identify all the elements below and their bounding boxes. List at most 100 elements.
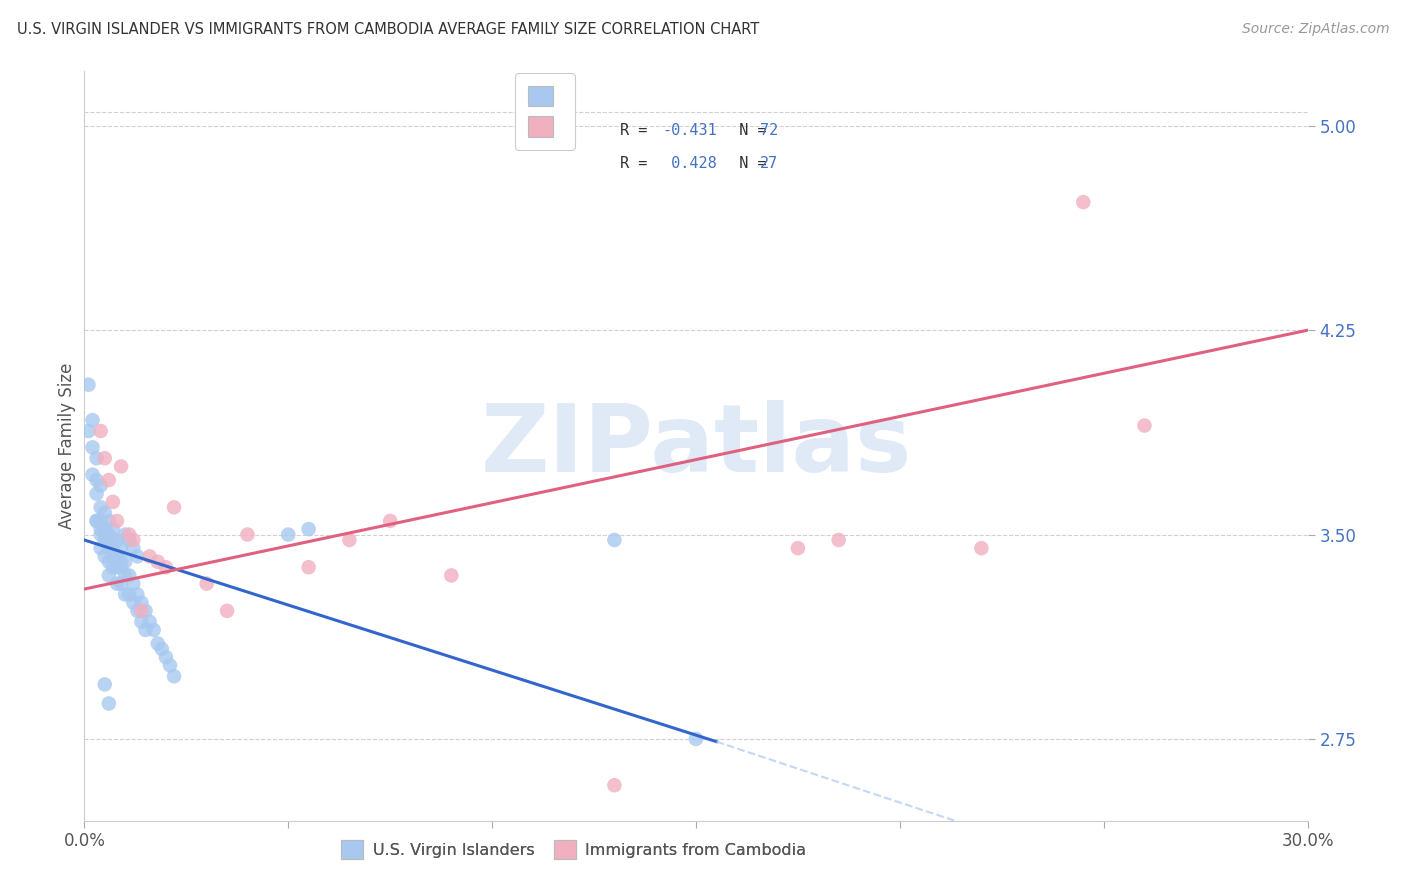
Point (110, 541, 132, 556)
Point (118, 568, 141, 582)
Point (163, 500, 186, 515)
Point (82, 467, 104, 482)
Point (118, 587, 141, 601)
Point (101, 560, 124, 574)
Point (787, 541, 810, 556)
Point (195, 576, 218, 591)
Point (122, 576, 145, 591)
Text: N =: N = (721, 123, 776, 138)
Point (122, 541, 145, 556)
Point (110, 459, 132, 474)
Point (101, 495, 124, 509)
Text: U.S. VIRGIN ISLANDER VS IMMIGRANTS FROM CAMBODIA AVERAGE FAMILY SIZE CORRELATION: U.S. VIRGIN ISLANDER VS IMMIGRANTS FROM … (17, 22, 759, 37)
Point (86, 486, 108, 500)
Point (101, 533, 124, 547)
Point (440, 568, 463, 582)
Point (105, 576, 128, 591)
Point (90, 522, 112, 536)
Point (97, 697, 120, 711)
Point (131, 596, 153, 610)
Point (90, 424, 112, 438)
Point (101, 549, 124, 564)
Point (105, 549, 128, 564)
Point (97, 541, 120, 556)
Point (131, 604, 153, 618)
Point (131, 615, 153, 629)
Point (138, 549, 160, 564)
Point (127, 604, 149, 618)
Text: ZIPatlas: ZIPatlas (481, 400, 911, 492)
Point (90, 478, 112, 492)
Text: 0.428: 0.428 (662, 155, 717, 170)
Point (86, 514, 108, 528)
Point (105, 560, 128, 574)
Point (114, 587, 136, 601)
Point (93, 549, 115, 564)
Point (135, 623, 157, 637)
Point (114, 568, 136, 582)
Point (142, 623, 165, 637)
Point (90, 527, 112, 541)
Text: -0.431: -0.431 (662, 123, 717, 138)
Point (127, 549, 149, 564)
Point (150, 642, 173, 657)
Point (93, 522, 115, 536)
Text: R =: R = (620, 123, 657, 138)
Point (110, 560, 132, 574)
Point (685, 731, 707, 746)
Point (97, 527, 120, 541)
Text: N =: N = (721, 155, 776, 170)
Point (127, 587, 149, 601)
Point (236, 527, 259, 541)
Text: 27: 27 (761, 155, 779, 170)
Point (155, 560, 177, 574)
Point (105, 514, 128, 528)
Point (86, 514, 108, 528)
Point (146, 636, 169, 650)
Point (603, 778, 626, 792)
Point (118, 527, 141, 541)
Point (97, 555, 120, 569)
Point (86, 451, 108, 466)
Point (82, 441, 104, 455)
Y-axis label: Average Family Size: Average Family Size (58, 363, 76, 529)
Point (298, 560, 321, 574)
Point (97, 533, 120, 547)
Point (86, 473, 108, 487)
Point (93, 527, 115, 541)
Point (122, 533, 145, 547)
Point (110, 576, 132, 591)
Point (97, 568, 120, 582)
Point (828, 533, 851, 547)
Point (105, 533, 128, 547)
Point (1133, 418, 1156, 433)
Point (93, 677, 115, 691)
Point (159, 658, 181, 673)
Point (277, 527, 299, 541)
Point (97, 473, 120, 487)
Point (1073, 195, 1095, 210)
Point (217, 604, 239, 618)
Text: 72: 72 (761, 123, 779, 138)
Point (114, 527, 136, 541)
Point (90, 500, 112, 515)
Point (155, 650, 177, 665)
Point (101, 522, 124, 536)
Point (114, 555, 136, 569)
Point (82, 413, 104, 427)
Point (77, 424, 100, 438)
Point (339, 533, 361, 547)
Point (118, 533, 141, 547)
Point (90, 541, 112, 556)
Point (970, 541, 993, 556)
Point (122, 596, 145, 610)
Point (97, 514, 120, 528)
Text: R =: R = (620, 155, 657, 170)
Point (77, 377, 100, 392)
Point (298, 522, 321, 536)
Point (105, 549, 128, 564)
Point (93, 451, 115, 466)
Text: Source: ZipAtlas.com: Source: ZipAtlas.com (1241, 22, 1389, 37)
Point (146, 555, 169, 569)
Point (90, 514, 112, 528)
